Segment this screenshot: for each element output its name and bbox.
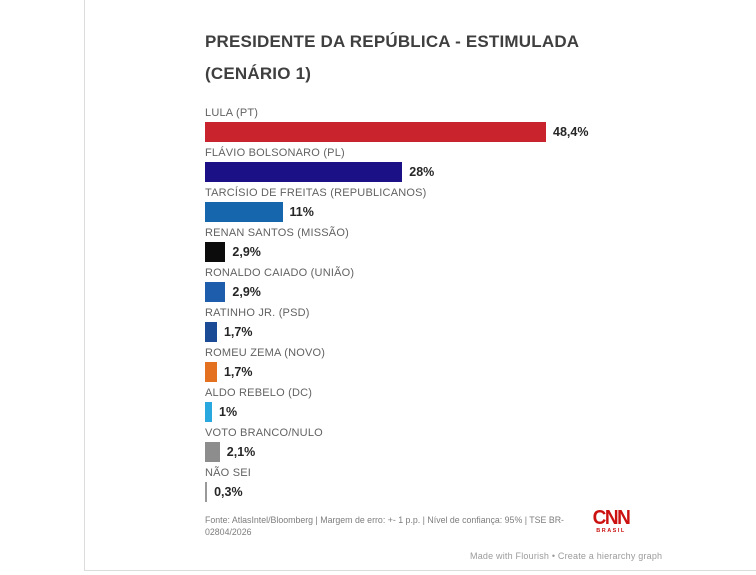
bar-value-label: 1% xyxy=(219,405,238,419)
chart-row: FLÁVIO BOLSONARO (PL) 28% xyxy=(205,146,725,186)
candidate-label: RONALDO CAIADO (UNIÃO) xyxy=(205,267,355,279)
candidate-bar[interactable] xyxy=(205,122,546,142)
candidate-label: FLÁVIO BOLSONARO (PL) xyxy=(205,147,345,159)
candidate-bar[interactable] xyxy=(205,202,283,222)
candidate-bar[interactable] xyxy=(205,482,208,502)
cnn-logo-subtext: BRASIL xyxy=(596,528,626,534)
candidate-label: VOTO BRANCO/NULO xyxy=(205,427,323,439)
candidate-label: TARCÍSIO DE FREITAS (REPUBLICANOS) xyxy=(205,187,427,199)
bar-value-label: 0,3% xyxy=(214,485,243,499)
candidate-label: RATINHO JR. (PSD) xyxy=(205,307,310,319)
candidate-label: NÃO SEI xyxy=(205,467,252,479)
candidate-bar[interactable] xyxy=(205,362,217,382)
bar-value-label: 1,7% xyxy=(223,325,253,339)
bar-value-label: 2,1% xyxy=(226,445,256,459)
source-note: Fonte: AtlasIntel/Bloomberg | Margem de … xyxy=(205,515,564,537)
candidate-bar[interactable] xyxy=(205,442,220,462)
candidate-bar[interactable] xyxy=(205,242,226,262)
left-frame-border xyxy=(84,0,85,571)
chart-row: VOTO BRANCO/NULO 2,1% xyxy=(205,426,725,466)
candidate-bar[interactable] xyxy=(205,322,217,342)
chart-title-line2: (CENÁRIO 1) xyxy=(205,64,312,83)
bar-chart: LULA (PT) 48,4% FLÁVIO BOLSONARO (PL) 28… xyxy=(205,106,725,506)
chart-row: ROMEU ZEMA (NOVO) 1,7% xyxy=(205,346,725,386)
candidate-label: LULA (PT) xyxy=(205,107,259,119)
bar-value-label: 48,4% xyxy=(553,125,589,139)
bar-value-label: 28% xyxy=(409,165,435,179)
chart-title: PRESIDENTE DA REPÚBLICA - ESTIMULADA (CE… xyxy=(205,26,685,90)
candidate-label: RENAN SANTOS (MISSÃO) xyxy=(205,227,349,239)
bar-value-label: 2,9% xyxy=(232,245,261,259)
chart-row: RENAN SANTOS (MISSÃO) 2,9% xyxy=(205,226,725,266)
chart-row: TARCÍSIO DE FREITAS (REPUBLICANOS) 11% xyxy=(205,186,725,226)
candidate-bar[interactable] xyxy=(205,402,213,422)
chart-row: RONALDO CAIADO (UNIÃO) 2,9% xyxy=(205,266,725,306)
candidate-label: ROMEU ZEMA (NOVO) xyxy=(205,347,326,359)
flourish-credit-link[interactable]: Made with Flourish • Create a hierarchy … xyxy=(470,551,663,561)
chart-row: ALDO REBELO (DC) 1% xyxy=(205,386,725,426)
bar-value-label: 11% xyxy=(289,205,314,219)
bar-value-label: 1,7% xyxy=(223,365,253,379)
cnn-logo-text: CNN xyxy=(592,507,631,530)
bottom-frame-border xyxy=(84,570,756,571)
candidate-bar[interactable] xyxy=(205,162,403,182)
candidate-label: ALDO REBELO (DC) xyxy=(205,387,313,399)
chart-row: RATINHO JR. (PSD) 1,7% xyxy=(205,306,725,346)
bar-value-label: 2,9% xyxy=(232,285,261,299)
chart-row: NÃO SEI 0,3% xyxy=(205,466,725,506)
chart-row: LULA (PT) 48,4% xyxy=(205,106,725,146)
candidate-bar[interactable] xyxy=(205,282,226,302)
chart-title-line1: PRESIDENTE DA REPÚBLICA - ESTIMULADA xyxy=(205,32,580,51)
cnn-brasil-logo: CNN BRASIL xyxy=(589,507,633,534)
